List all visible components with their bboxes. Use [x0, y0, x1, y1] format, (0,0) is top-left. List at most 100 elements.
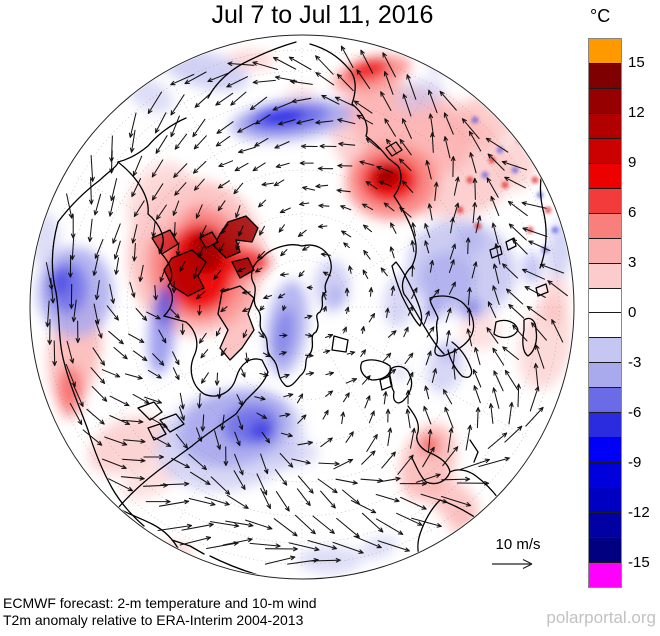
coastline-na-west: [51, 221, 145, 527]
colorbar-tick: 3: [628, 254, 637, 271]
colorbar-cell: [589, 62, 621, 88]
wind-scale-arrow: [492, 558, 533, 570]
anomaly-blob: [541, 275, 569, 325]
colorbar-tick: -9: [628, 454, 642, 471]
coastline-seward: [117, 117, 187, 163]
anomaly-blob: [346, 58, 390, 82]
colorbar-tick: 12: [628, 104, 645, 121]
colorbar-cell: [589, 87, 621, 113]
anomaly-speckle: [486, 81, 494, 89]
colorbar-cell: [589, 312, 621, 338]
coastline-kamchatka: [39, 97, 105, 191]
coastline-alaska-south: [57, 161, 119, 223]
anomaly-speckle: [506, 96, 514, 104]
colorbar-tick: 9: [628, 154, 637, 171]
coastline-devon-island: [231, 257, 255, 279]
colorbar-tick: -6: [628, 404, 642, 421]
coastline-north-africa: [417, 499, 511, 569]
coastline-caribbean: [117, 507, 205, 555]
colorbar-cell: [589, 137, 621, 163]
coastline-ireland: [379, 375, 393, 391]
coastline-hudson-bay: [107, 315, 269, 523]
coastline-scandinavia: [429, 295, 475, 357]
page-title: Jul 7 to Jul 11, 2016: [211, 1, 434, 29]
anomaly-blob: [428, 46, 468, 74]
wind-arrow-field: [45, 45, 568, 565]
colorbar-cell: [589, 237, 621, 263]
anomaly-speckle: [536, 191, 544, 199]
coastline-banks-island: [151, 229, 179, 255]
coastline-caspian-sea: [522, 317, 538, 357]
colorbar-cell: [589, 287, 621, 313]
globe-outline: [29, 34, 575, 580]
coastline-siberia: [309, 43, 445, 355]
anomaly-speckle: [536, 116, 544, 124]
anomaly-speckle: [481, 171, 489, 179]
colorbar-cell: [589, 39, 621, 63]
colorbar-cell: [589, 262, 621, 288]
caption-line-2: T2m anomaly relative to ERA-Interim 2004…: [3, 612, 304, 628]
colorbar-cell: [589, 212, 621, 238]
anomaly-speckle: [551, 226, 559, 234]
wind-scale-label: 10 m/s: [495, 536, 541, 553]
wind-arrows: [45, 45, 568, 565]
colorbar-tick: 6: [628, 204, 637, 221]
anomaly-speckle: [561, 201, 569, 209]
coastline-island-small: [199, 231, 219, 249]
anomaly-blob: [127, 162, 193, 238]
anomaly-speckle: [501, 181, 509, 189]
caption: ECMWF forecast: 2-m temperature and 10-m…: [3, 595, 317, 629]
anomaly-blob: [57, 366, 83, 418]
anomaly-speckle: [488, 156, 496, 164]
colorbar-cell: [589, 562, 621, 587]
colorbar-cell: [589, 537, 621, 563]
anomaly-speckle: [466, 176, 474, 184]
coastline-mediterranean: [449, 439, 499, 499]
colorbar-cell: [589, 437, 621, 463]
anomaly-speckle: [531, 176, 539, 184]
colorbar-cell: [589, 462, 621, 488]
anomaly-speckle: [516, 136, 524, 144]
colorbar-cell: [589, 187, 621, 213]
colorbar-tick: -12: [628, 504, 650, 521]
anomaly-blob: [383, 272, 417, 328]
anomaly-blob: [464, 298, 480, 318]
caption-line-1: ECMWF forecast: 2-m temperature and 10-m…: [3, 595, 317, 611]
watermark: polarportal.org: [546, 608, 656, 627]
colorbar-cell: [589, 487, 621, 513]
coastline-iceland: [360, 359, 391, 381]
coastline-south-america: [209, 555, 319, 578]
anomaly-blob: [455, 225, 485, 255]
coastline-baffin-island: [217, 285, 255, 361]
coastline-greenland: [250, 244, 332, 388]
anomaly-blob: [271, 441, 319, 469]
anomaly-blob: [422, 298, 442, 322]
colorbar-tick: -15: [628, 554, 650, 571]
colorbar-tick: 15: [628, 54, 645, 71]
anomaly-blob: [327, 284, 345, 308]
anomaly-speckle: [556, 156, 564, 164]
colorbar-cell: [589, 112, 621, 138]
colorbar-cell: [589, 337, 621, 363]
colorbar-cell: [589, 412, 621, 438]
colorbar-unit-label: °C: [590, 6, 611, 26]
anomaly-blob: [420, 252, 476, 304]
colorbar: [588, 38, 622, 588]
coastline-chukotka: [207, 41, 297, 99]
colorbar-cell: [589, 362, 621, 388]
colorbar-cell: [589, 512, 621, 538]
anomaly-speckle: [456, 206, 464, 214]
anomaly-blob: [88, 415, 168, 475]
anomaly-blob: [522, 252, 542, 284]
colorbar-tick: 0: [628, 304, 637, 321]
anomaly-speckle: [471, 116, 479, 124]
coastline-great-lakes: [137, 401, 185, 441]
colorbar-cell: [589, 162, 621, 188]
anomaly-blob: [395, 78, 445, 112]
coastline-europe-atlantic: [407, 405, 451, 485]
coastline-black-sea: [493, 319, 519, 339]
coastlines: [39, 41, 549, 578]
anomaly-blob: [374, 166, 400, 186]
